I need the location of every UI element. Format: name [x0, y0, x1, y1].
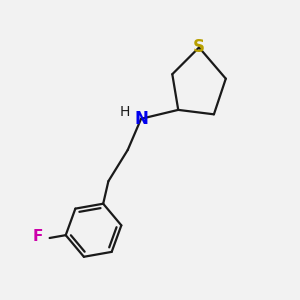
Text: H: H	[119, 105, 130, 119]
Text: F: F	[32, 229, 43, 244]
Text: S: S	[193, 38, 205, 56]
Text: N: N	[134, 110, 148, 128]
